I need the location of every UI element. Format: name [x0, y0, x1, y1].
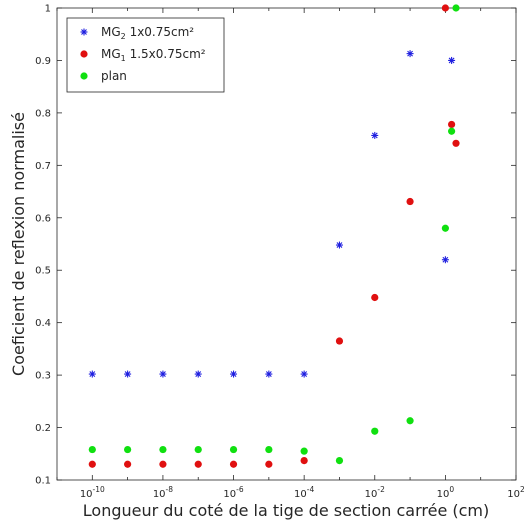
data-point	[441, 4, 449, 12]
data-point	[159, 445, 167, 454]
x-tick-label: 10-8	[153, 485, 173, 500]
legend-entry: plan	[101, 69, 127, 83]
data-point	[300, 447, 308, 455]
y-tick-label: 0.1	[35, 476, 51, 487]
data-point	[194, 460, 202, 468]
data-point	[441, 256, 449, 264]
data-point	[124, 460, 132, 468]
data-point	[265, 460, 273, 468]
data-point	[371, 427, 379, 435]
data-point	[371, 131, 379, 139]
data-points	[88, 4, 460, 468]
legend-entry: MG1 1.5x0.75cm²	[101, 47, 206, 63]
data-point	[448, 120, 456, 129]
data-point	[448, 56, 456, 64]
data-point	[335, 241, 343, 249]
data-point	[300, 370, 308, 378]
data-point	[159, 370, 167, 378]
y-tick-label: 0.3	[35, 371, 51, 382]
data-point	[230, 370, 238, 378]
data-point	[229, 445, 238, 454]
y-tick-label: 0.4	[35, 318, 51, 329]
data-point	[88, 460, 96, 468]
data-point	[448, 127, 456, 135]
legend-marker	[80, 72, 88, 80]
data-point	[88, 445, 96, 454]
y-tick-label: 0.6	[35, 213, 51, 224]
x-tick-label: 10-4	[294, 485, 314, 500]
x-tick-label: 10-2	[365, 485, 385, 500]
data-point	[335, 337, 344, 345]
data-point	[194, 370, 202, 378]
x-tick-label: 102	[507, 485, 525, 500]
data-point	[406, 50, 414, 58]
y-tick-label: 0.2	[35, 423, 51, 434]
data-point	[88, 370, 96, 378]
data-point	[124, 370, 132, 378]
y-axis: 0.1 0.2 0.3 0.4 0.5 0.6 0.7 0.8 0.9 1	[35, 4, 516, 487]
y-tick-label: 0.8	[35, 108, 51, 119]
series-0	[88, 50, 456, 378]
data-point	[406, 417, 414, 425]
data-point	[124, 445, 132, 454]
data-point	[265, 445, 273, 454]
data-point	[229, 460, 238, 468]
data-point	[406, 197, 414, 206]
data-point	[194, 445, 202, 454]
data-point	[452, 139, 460, 147]
x-tick-label: 10-10	[80, 485, 105, 500]
legend-box	[66, 17, 225, 93]
y-tick-label: 0.7	[35, 161, 51, 172]
legend-marker	[80, 28, 88, 36]
data-point	[265, 370, 273, 378]
y-tick-label: 1	[45, 4, 51, 15]
data-point	[371, 293, 379, 302]
legend-marker	[80, 50, 88, 58]
data-point	[452, 4, 460, 12]
data-point	[159, 460, 167, 468]
data-point	[300, 456, 308, 465]
series-1	[88, 4, 460, 468]
y-tick-label: 0.9	[35, 56, 51, 67]
x-tick-label: 100	[437, 485, 455, 500]
legend-entry: MG2 1x0.75cm²	[101, 25, 194, 41]
x-tick-label: 10-6	[223, 485, 243, 500]
x-axis: 10-10 10-8 10-6 10-4 10-2 100 102	[56, 8, 525, 500]
y-tick-label: 0.5	[35, 266, 51, 277]
x-axis-label: Longueur du coté de la tige de section c…	[83, 501, 489, 520]
legend: MG2 1x0.75cm² MG1 1.5x0.75cm² plan	[66, 17, 225, 93]
y-axis-label: Coeficient de reflexion normalisé	[9, 112, 28, 376]
data-point	[335, 456, 344, 465]
series-2	[88, 4, 460, 465]
data-point	[441, 224, 449, 232]
